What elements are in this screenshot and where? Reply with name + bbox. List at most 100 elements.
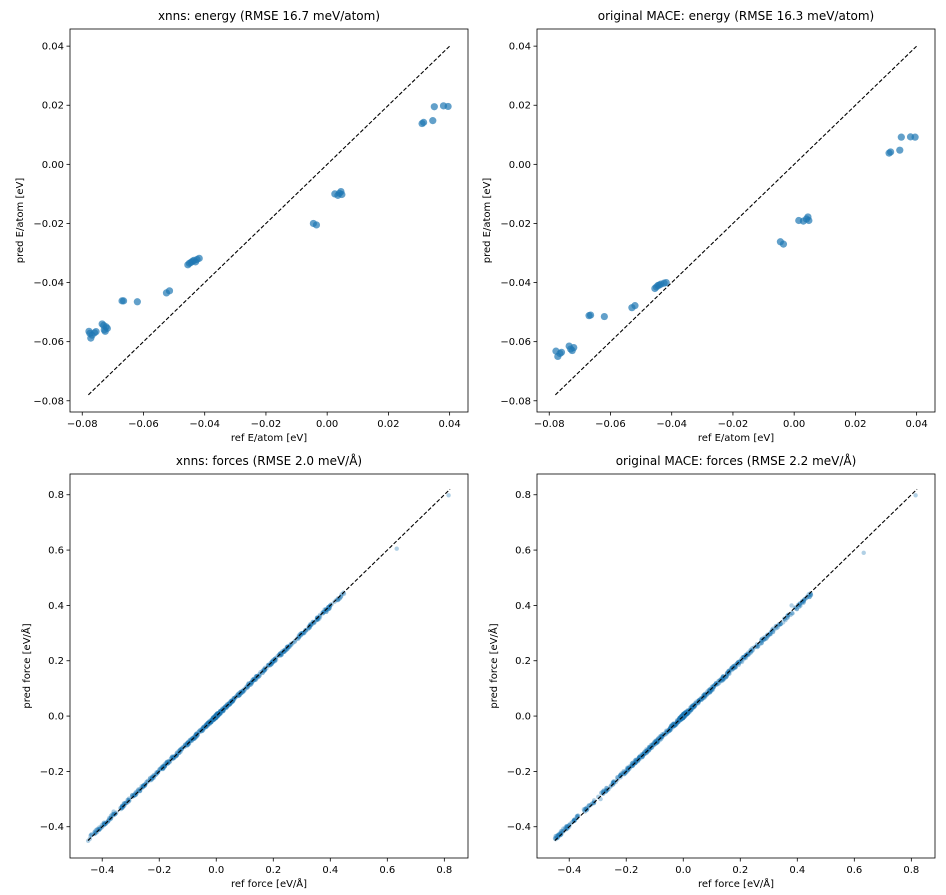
data-point [553, 833, 558, 839]
data-point [708, 688, 713, 693]
data-point [211, 717, 216, 723]
data-point [151, 775, 156, 780]
data-point [92, 829, 97, 834]
data-point [420, 118, 428, 126]
data-point [756, 644, 761, 649]
data-point [789, 603, 794, 608]
data-point [202, 724, 207, 729]
data-point [189, 737, 194, 742]
x-tick-label: 0.00 [783, 419, 805, 430]
data-point [759, 640, 764, 646]
data-point [296, 634, 302, 640]
data-point [173, 754, 179, 759]
data-point [666, 729, 671, 734]
data-point [682, 714, 687, 719]
y-tick-label: 0.2 [48, 656, 64, 667]
data-point [335, 597, 341, 603]
data-point [192, 736, 197, 741]
data-point [798, 603, 803, 608]
data-point [729, 666, 734, 671]
data-point [444, 102, 452, 111]
data-point [246, 683, 252, 688]
data-point [157, 767, 163, 772]
y-tick-label: 0.8 [48, 490, 64, 501]
y-tick-label: −0.2 [507, 767, 531, 778]
data-point [245, 685, 250, 690]
data-point [733, 665, 738, 670]
data-point [240, 688, 246, 694]
data-point [731, 664, 736, 669]
data-point [733, 664, 738, 670]
data-point [647, 747, 652, 753]
data-point [685, 710, 691, 716]
data-point [649, 745, 654, 750]
data-point [250, 677, 255, 683]
data-point [158, 766, 164, 771]
data-point [211, 715, 216, 720]
data-point [746, 651, 751, 657]
data-point [677, 718, 682, 723]
data-point [767, 631, 772, 637]
y-tick-label: −0.4 [507, 822, 531, 833]
data-point [147, 775, 153, 781]
data-point [680, 713, 685, 718]
data-point [224, 704, 229, 710]
data-point [702, 691, 708, 697]
data-point [324, 607, 330, 612]
data-point [211, 715, 216, 720]
data-point [677, 716, 682, 721]
data-point [257, 673, 262, 678]
data-point [794, 606, 800, 611]
data-point [801, 598, 806, 604]
data-point [724, 673, 730, 678]
data-point [675, 720, 680, 725]
scatter-points [85, 493, 451, 843]
data-point [637, 754, 642, 760]
data-point [678, 715, 683, 720]
y-tick-label: 0.00 [42, 160, 64, 171]
data-point [253, 677, 258, 683]
data-point [137, 788, 143, 794]
data-point [227, 701, 232, 707]
data-point [807, 594, 812, 599]
data-point [672, 723, 677, 728]
data-point [768, 631, 773, 636]
data-point [215, 714, 220, 719]
data-point [680, 712, 686, 717]
data-point [210, 716, 215, 722]
x-tick-label: −0.2 [147, 865, 171, 876]
data-point [205, 721, 210, 726]
y-tick-label: 0.4 [515, 601, 531, 612]
data-point [170, 754, 175, 759]
axes-frame [69, 473, 469, 859]
data-point [711, 683, 716, 689]
data-point [200, 728, 205, 734]
data-point [671, 721, 676, 727]
data-point [326, 606, 331, 612]
data-point [681, 712, 686, 717]
data-point [200, 726, 205, 731]
data-point [614, 775, 620, 780]
data-point [564, 825, 570, 830]
data-point [196, 729, 202, 734]
panel-xnns-forces: xnns: forces (RMSE 2.0 meV/Å) ref force … [20, 453, 469, 890]
data-point [284, 647, 289, 652]
data-point [101, 821, 106, 826]
data-point [763, 636, 769, 641]
data-point [729, 665, 735, 671]
data-point [97, 825, 102, 830]
data-point [101, 820, 107, 825]
data-point [709, 687, 714, 693]
data-point [896, 146, 904, 154]
data-point [680, 715, 686, 720]
data-point [738, 658, 744, 664]
data-point [312, 221, 321, 229]
data-point [214, 712, 219, 717]
data-point [193, 735, 198, 740]
data-point [716, 681, 721, 687]
data-point [160, 766, 165, 772]
data-point [201, 725, 206, 730]
y-axis-label: pred force [eV/Å] [20, 623, 33, 708]
data-point [729, 668, 734, 673]
